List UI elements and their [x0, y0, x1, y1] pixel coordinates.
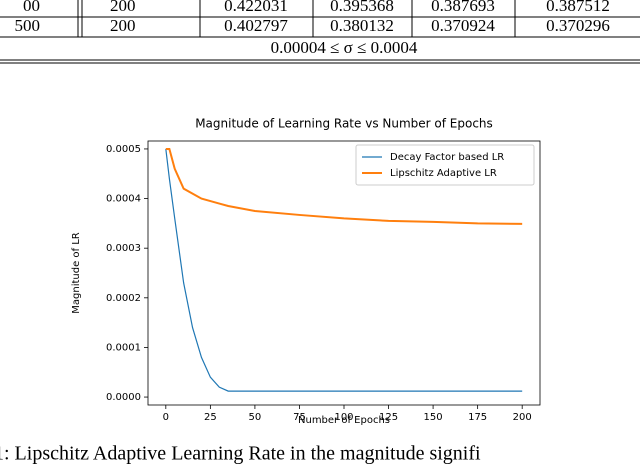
table-cell: 0.422031: [224, 0, 288, 15]
caption: 1: Lipschitz Adaptive Learning Rate in t…: [0, 443, 481, 465]
table-footer: 0.00004 ≤ σ ≤ 0.0004: [271, 38, 418, 57]
legend-box: [355, 144, 535, 186]
y-tick-label: 0.0002: [106, 293, 141, 304]
table: 0.00004 ≤ σ ≤ 0.0004: [0, 0, 640, 64]
x-axis-label: Number of Epochs: [298, 415, 390, 426]
x-tick-label: 25: [204, 412, 217, 423]
table-cell: 500: [15, 16, 41, 35]
table-cell: 200: [110, 0, 136, 15]
table-cell: 0.402797: [224, 16, 288, 35]
x-tick-label: 150: [424, 412, 443, 423]
x-tick-label: 175: [468, 412, 487, 423]
x-tick-label: 200: [513, 412, 532, 423]
y-tick-label: 0.0001: [106, 342, 141, 353]
legend-label: Lipschitz Adaptive LR: [390, 168, 497, 179]
table-cell: 0.370296: [546, 16, 610, 35]
table-cell: 0.387512: [546, 0, 610, 15]
chart-title: Magnitude of Learning Rate vs Number of …: [195, 117, 493, 131]
x-tick-label: 100: [334, 412, 353, 423]
y-tick-label: 0.0000: [106, 392, 141, 403]
y-tick-label: 0.0004: [106, 194, 141, 205]
legend-label: Decay Factor based LR: [390, 152, 504, 163]
series-line: [165, 148, 523, 392]
y-axis-label: Magnitude of LR: [71, 232, 82, 314]
table-cell: 00: [23, 0, 40, 15]
series-line: [165, 147, 523, 225]
y-tick-label: 0.0005: [106, 144, 141, 155]
table-cell: 200: [110, 16, 136, 35]
x-tick-label: 0: [163, 412, 169, 423]
x-tick-label: 75: [293, 412, 306, 423]
table-cell: 0.387693: [431, 0, 495, 15]
table-cell: 0.370924: [431, 16, 495, 35]
y-tick-label: 0.0003: [106, 243, 141, 254]
table-cell: 0.380132: [330, 16, 394, 35]
x-tick-label: 50: [249, 412, 262, 423]
table-cell: 0.395368: [330, 0, 394, 15]
x-tick-label: 125: [379, 412, 398, 423]
